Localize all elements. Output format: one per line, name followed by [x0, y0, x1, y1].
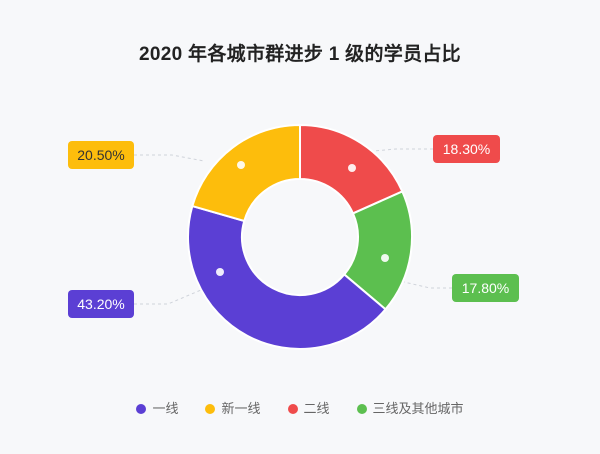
- value-label-tier1: 43.20%: [68, 290, 134, 318]
- legend: 一线 新一线 二线 三线及其他城市: [0, 399, 600, 419]
- slice-dot-new-tier1: [237, 161, 245, 169]
- legend-marker: [205, 404, 216, 414]
- donut-slice-new-tier1[interactable]: [191, 123, 301, 223]
- slice-dot-tier3-and-other: [381, 254, 389, 262]
- legend-item-tier2[interactable]: 二线: [287, 400, 330, 418]
- leader-line-tier3-and-other: [403, 281, 452, 289]
- legend-item-new-tier1[interactable]: 新一线: [205, 400, 261, 418]
- legend-label: 一线: [152, 401, 179, 416]
- value-label-tier2: 18.30%: [433, 135, 500, 163]
- legend-item-tier1[interactable]: 一线: [136, 400, 178, 418]
- leader-line-new-tier1: [134, 154, 205, 162]
- value-label-new-tier1: 20.50%: [68, 141, 134, 169]
- legend-label: 三线及其他城市: [372, 401, 464, 416]
- legend-label: 新一线: [221, 401, 261, 416]
- legend-marker: [356, 404, 367, 414]
- leader-lines: [134, 148, 452, 305]
- chart-title: 2020 年各城市群进步 1 级的学员占比: [139, 44, 461, 65]
- legend-marker: [287, 404, 298, 414]
- slice-dot-tier1: [216, 268, 224, 276]
- slice-dots: [216, 161, 389, 276]
- legend-item-tier3-and-other[interactable]: 三线及其他城市: [356, 400, 464, 418]
- value-label-tier3-and-other: 17.80%: [452, 274, 519, 302]
- donut-slices: [187, 123, 413, 350]
- legend-marker: [136, 404, 147, 414]
- donut-slice-tier1[interactable]: [187, 204, 387, 350]
- leader-line-tier2: [372, 148, 433, 152]
- leader-line-tier1: [134, 289, 202, 305]
- legend-label: 二线: [303, 401, 330, 416]
- slice-dot-tier2: [348, 164, 356, 172]
